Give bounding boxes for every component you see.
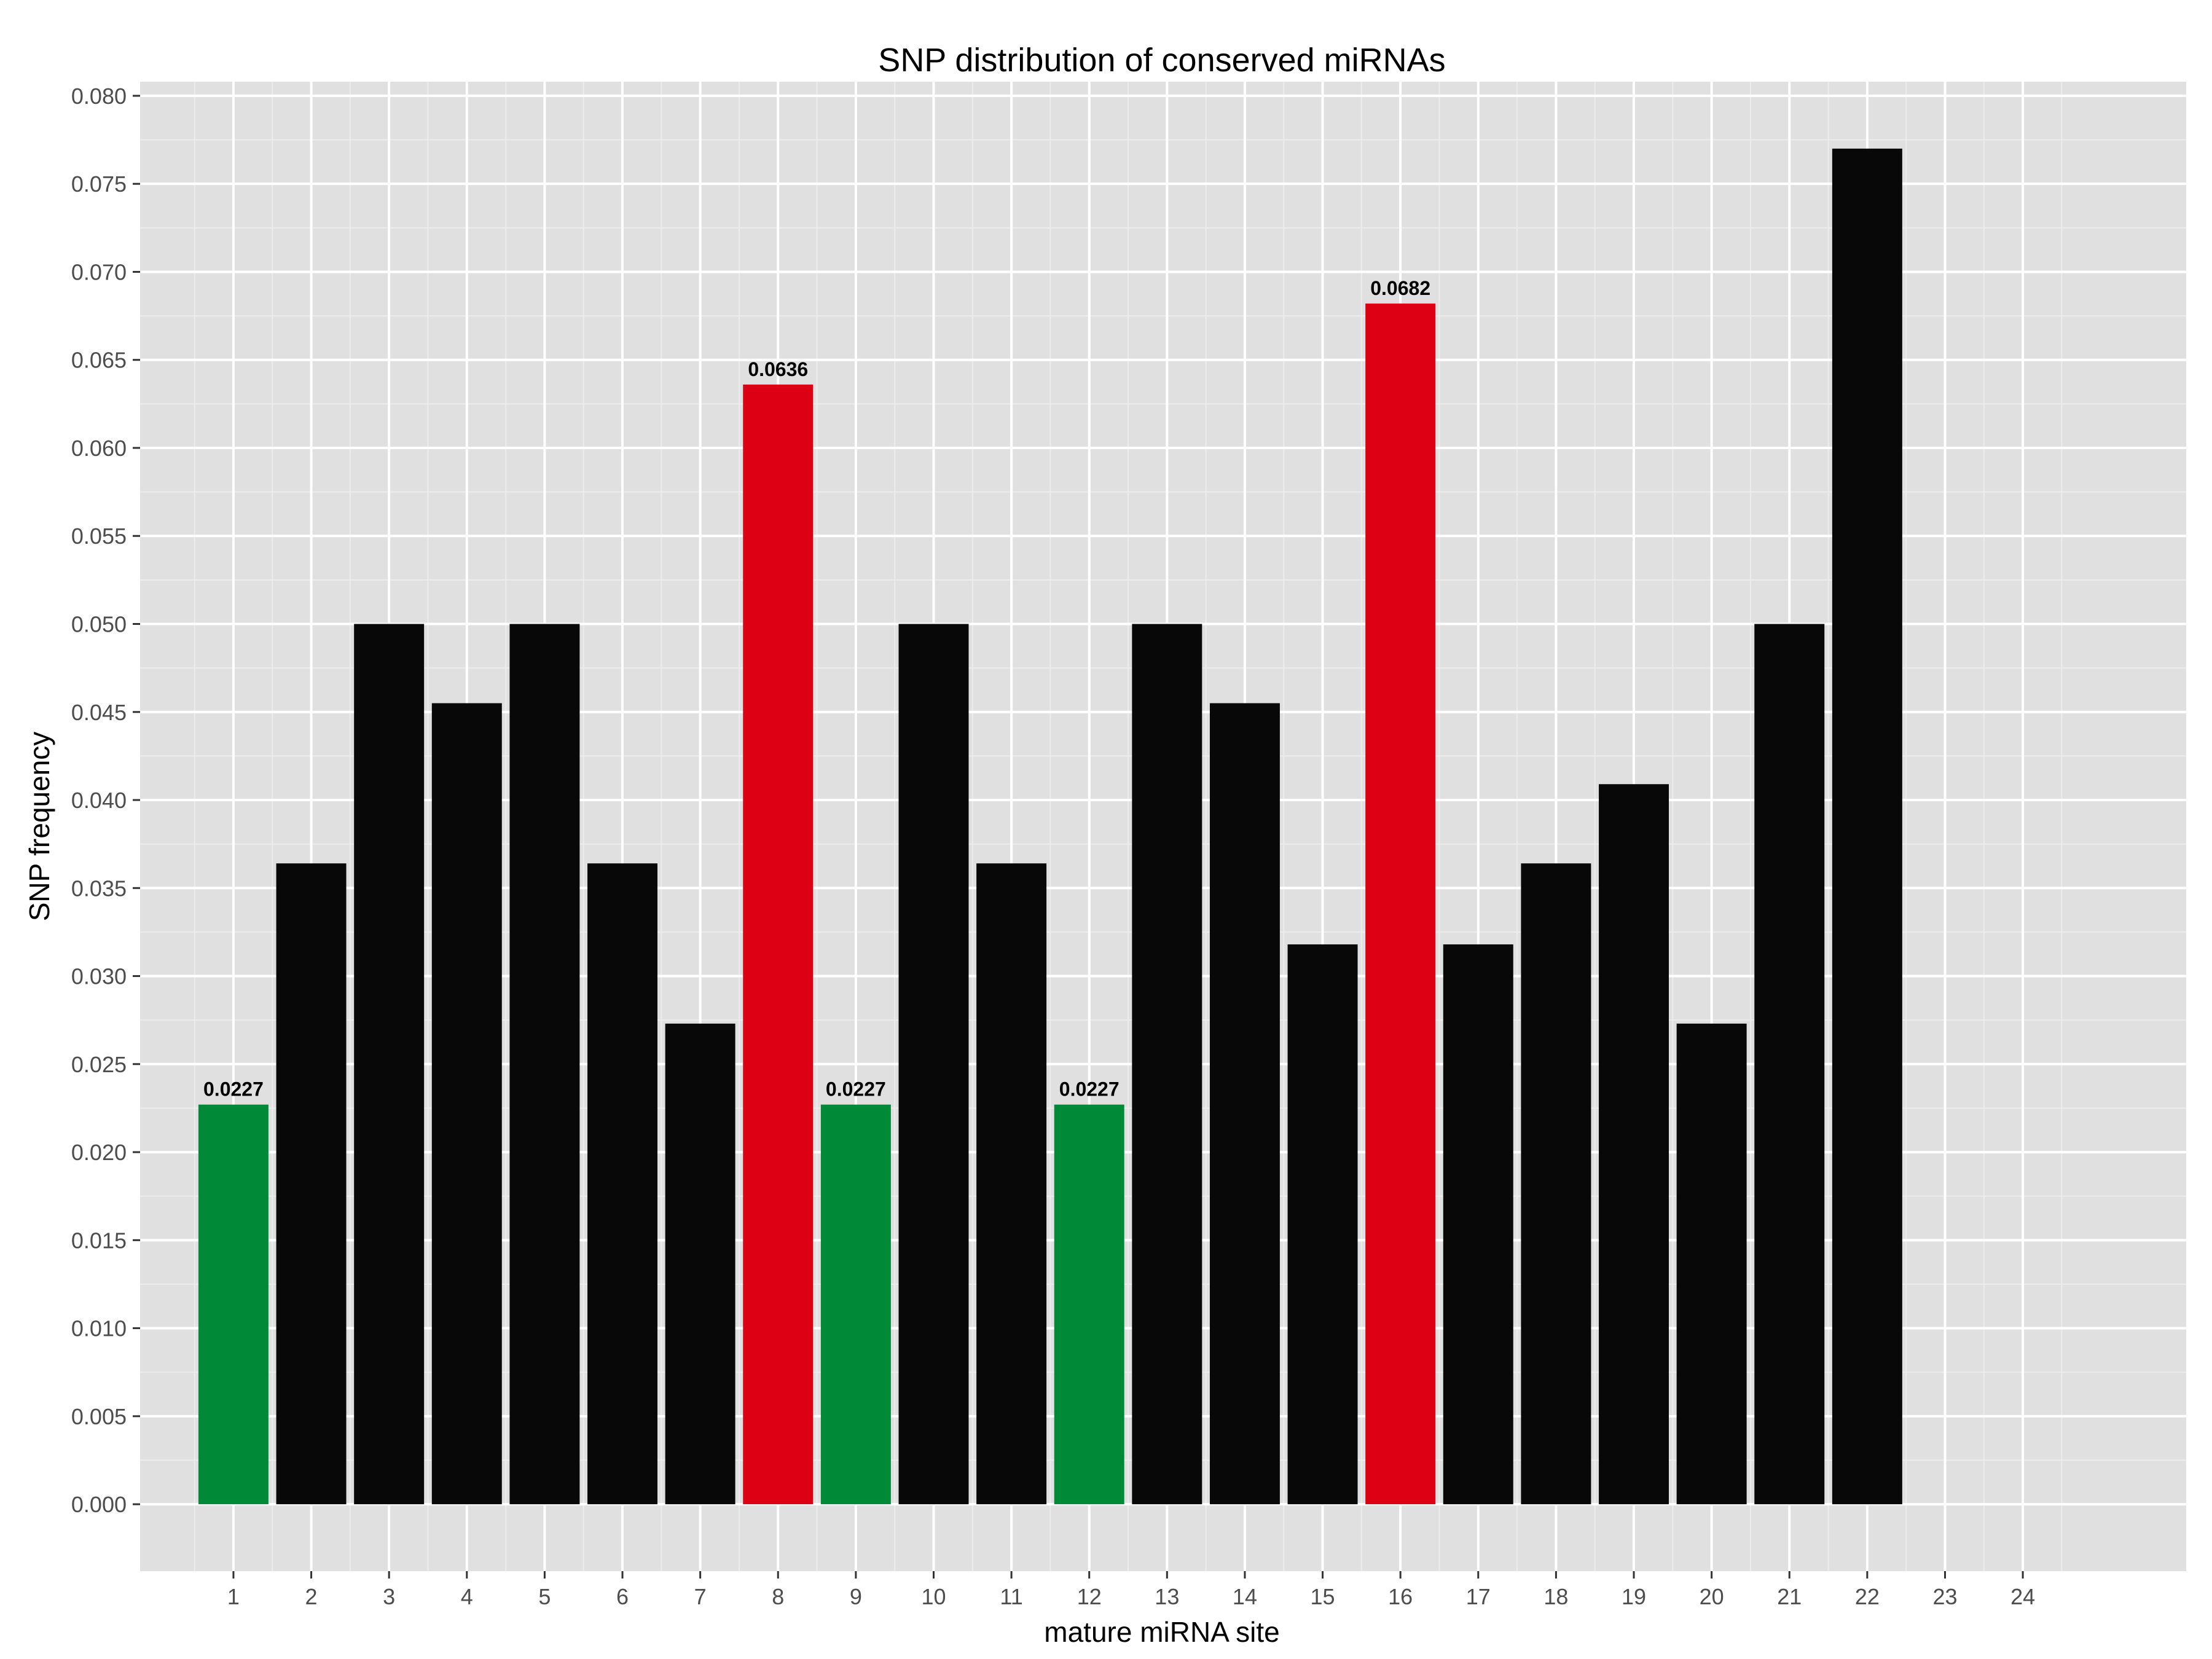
bar-site-14 [1209, 703, 1280, 1505]
y-axis-label: SNP frequency [23, 732, 55, 922]
x-tick-label: 18 [1543, 1584, 1568, 1609]
x-tick-label: 6 [616, 1584, 629, 1609]
bar-site-16 [1365, 304, 1436, 1505]
bar-site-19 [1599, 784, 1669, 1505]
y-tick-label: 0.050 [71, 611, 127, 637]
y-tick-label: 0.070 [71, 259, 127, 284]
x-tick-label: 15 [1311, 1584, 1335, 1609]
y-tick-label: 0.005 [71, 1404, 127, 1429]
x-tick-label: 12 [1077, 1584, 1102, 1609]
y-tick-label: 0.000 [71, 1492, 127, 1517]
x-tick-label: 7 [694, 1584, 707, 1609]
bar-site-20 [1676, 1023, 1747, 1505]
x-tick-label: 5 [538, 1584, 551, 1609]
bar-site-1 [198, 1104, 269, 1505]
x-tick-label: 13 [1155, 1584, 1179, 1609]
x-tick-label: 3 [383, 1584, 395, 1609]
x-tick-label: 10 [921, 1584, 946, 1609]
x-tick-label: 23 [1932, 1584, 1957, 1609]
y-tick-label: 0.075 [71, 171, 127, 197]
bar-site-13 [1132, 624, 1202, 1505]
y-tick-label: 0.015 [71, 1228, 127, 1253]
data-label-site-16: 0.0682 [1370, 277, 1430, 299]
y-tick-label: 0.080 [71, 84, 127, 109]
y-tick-label: 0.045 [71, 700, 127, 725]
x-tick-label: 16 [1388, 1584, 1413, 1609]
bar-site-12 [1054, 1104, 1124, 1505]
x-tick-label: 4 [461, 1584, 473, 1609]
bar-site-15 [1287, 944, 1358, 1505]
bars [198, 148, 1902, 1505]
data-label-site-9: 0.0227 [826, 1078, 886, 1100]
y-tick-label: 0.010 [71, 1316, 127, 1341]
data-labels: 0.0227 0.0636 0.0227 0.0227 0.0682 [203, 277, 1430, 1100]
bar-site-17 [1443, 944, 1513, 1505]
x-tick-label: 17 [1466, 1584, 1491, 1609]
y-tick-label: 0.025 [71, 1052, 127, 1077]
bar-site-11 [976, 863, 1047, 1505]
y-tick-label: 0.055 [71, 524, 127, 549]
bar-site-10 [898, 624, 969, 1505]
bar-site-18 [1521, 863, 1591, 1505]
x-tick-label: 21 [1777, 1584, 1802, 1609]
bar-site-22 [1832, 148, 1902, 1505]
bar-site-5 [509, 624, 580, 1505]
x-tick-label: 11 [1000, 1584, 1022, 1609]
data-label-site-12: 0.0227 [1059, 1078, 1120, 1100]
bar-site-21 [1754, 624, 1825, 1505]
bar-site-9 [820, 1104, 891, 1505]
chart-title: SNP distribution of conserved miRNAs [878, 42, 1445, 79]
x-tick-label: 24 [2010, 1584, 2035, 1609]
x-tick-label: 19 [1622, 1584, 1646, 1609]
y-tick-label: 0.060 [71, 436, 127, 461]
x-tick-label: 20 [1700, 1584, 1724, 1609]
x-tick-label: 14 [1233, 1584, 1257, 1609]
bar-site-8 [743, 384, 814, 1505]
bar-site-4 [431, 703, 502, 1505]
x-axis-label: mature miRNA site [1044, 1616, 1279, 1648]
x-axis: 1 2 3 4 5 6 7 8 9 10 11 12 13 14 15 16 17 18 19 20 21 22 23 24 [227, 1571, 2035, 1609]
bar-site-2 [276, 863, 347, 1505]
data-label-site-8: 0.0636 [748, 358, 808, 380]
x-tick-label: 1 [227, 1584, 240, 1609]
y-tick-label: 0.040 [71, 788, 127, 813]
y-tick-label: 0.020 [71, 1140, 127, 1165]
x-tick-label: 9 [850, 1584, 862, 1609]
bar-site-7 [665, 1023, 735, 1505]
y-tick-label: 0.065 [71, 348, 127, 373]
y-tick-label: 0.030 [71, 964, 127, 989]
y-tick-label: 0.035 [71, 876, 127, 901]
data-label-site-1: 0.0227 [203, 1078, 264, 1100]
bar-site-3 [354, 624, 425, 1505]
x-tick-label: 22 [1855, 1584, 1880, 1609]
x-tick-label: 8 [772, 1584, 784, 1609]
x-tick-label: 2 [305, 1584, 318, 1609]
y-axis: 0.000 0.005 0.010 0.015 0.020 0.025 0.030 0.035… [71, 84, 140, 1517]
bar-site-6 [587, 863, 657, 1505]
